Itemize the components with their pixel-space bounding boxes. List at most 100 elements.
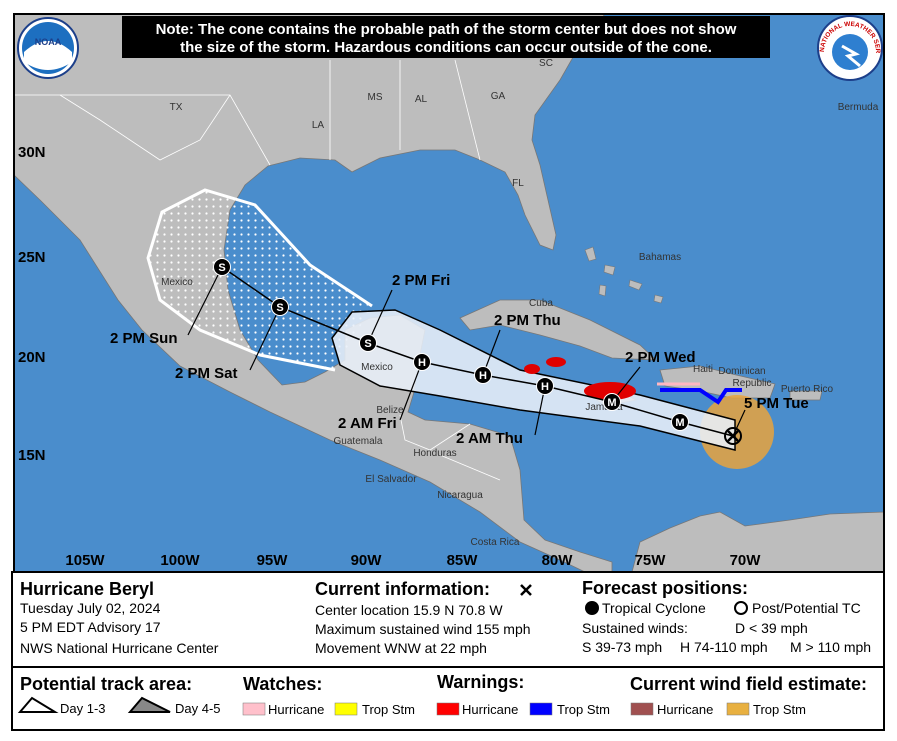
place-label: LA bbox=[312, 120, 325, 131]
place-label: Costa Rica bbox=[471, 537, 520, 548]
day45-icon bbox=[127, 696, 171, 713]
watch-trop: Trop Stm bbox=[362, 702, 415, 717]
place-label: Bermuda bbox=[838, 102, 879, 113]
puerto-rico bbox=[789, 390, 823, 401]
warning-trop: Trop Stm bbox=[557, 702, 610, 717]
place-label: Honduras bbox=[413, 448, 456, 459]
place-label: Dominican bbox=[718, 366, 765, 377]
south-america bbox=[631, 511, 884, 572]
current-movement: Movement WNW at 22 mph bbox=[315, 640, 487, 656]
place-label: GA bbox=[491, 91, 506, 102]
place-label: Cuba bbox=[529, 298, 553, 309]
tc-icon bbox=[585, 601, 599, 615]
place-label: Bahamas bbox=[639, 252, 681, 263]
forecast-label: 2 PM Wed bbox=[625, 349, 696, 366]
wind-field-title: Current wind field estimate: bbox=[630, 674, 867, 694]
legend-swatches bbox=[242, 702, 750, 716]
forecast-point bbox=[603, 393, 621, 411]
warning-hurricane: Hurricane bbox=[462, 702, 518, 717]
place-label: Nicaragua bbox=[437, 490, 483, 501]
note-text: Note: The cone contains the probable pat… bbox=[156, 21, 737, 38]
borders bbox=[14, 59, 501, 481]
place-label: FL bbox=[512, 178, 524, 189]
current-position bbox=[724, 427, 742, 445]
lon-label: 105W bbox=[65, 552, 105, 569]
forecast-s: S 39-73 mph bbox=[582, 639, 662, 655]
place-label: Mexico bbox=[361, 362, 393, 373]
nws-logo bbox=[817, 15, 883, 81]
hurricane-warning bbox=[524, 357, 636, 400]
place-label: Guatemala bbox=[334, 436, 383, 447]
lat-label: 30N bbox=[18, 144, 46, 161]
lon-label: 70W bbox=[730, 552, 762, 569]
point-code: M bbox=[607, 397, 616, 409]
lon-label: 75W bbox=[635, 552, 667, 569]
noaa-text: NOAA bbox=[35, 37, 62, 47]
watch-hurricane: Hurricane bbox=[268, 702, 324, 717]
point-code: H bbox=[541, 381, 549, 393]
forecast-tc: Tropical Cyclone bbox=[602, 600, 706, 616]
legend-frame bbox=[11, 571, 885, 731]
track-day13: Day 1-3 bbox=[60, 701, 106, 716]
point-code: S bbox=[218, 262, 225, 274]
hispaniola bbox=[659, 365, 776, 399]
storm-advisory: 5 PM EDT Advisory 17 bbox=[20, 619, 161, 635]
forecast-label: 2 PM Sat bbox=[175, 365, 238, 382]
current-wind: Maximum sustained wind 155 mph bbox=[315, 621, 531, 637]
forecast-point bbox=[413, 353, 431, 371]
place-label: SC bbox=[539, 58, 553, 69]
forecast-post: Post/Potential TC bbox=[752, 600, 861, 616]
forecast-label: 2 PM Sun bbox=[110, 330, 178, 347]
forecast-label: 2 AM Fri bbox=[338, 415, 397, 432]
forecast-point bbox=[213, 258, 231, 276]
place-label: TX bbox=[170, 102, 183, 113]
forecast-label: 2 AM Thu bbox=[456, 430, 523, 447]
place-label: Haiti bbox=[693, 364, 713, 375]
forecast-d: D < 39 mph bbox=[735, 620, 808, 636]
forecast-point bbox=[536, 377, 554, 395]
post-tc-icon bbox=[734, 601, 748, 615]
wind-trop: Trop Stm bbox=[753, 702, 806, 717]
place-label: MS bbox=[368, 92, 383, 103]
forecast-winds: Sustained winds: bbox=[582, 620, 688, 636]
current-title: Current information: bbox=[315, 579, 490, 599]
forecast-label: 2 PM Fri bbox=[392, 272, 450, 289]
forecast-point bbox=[671, 413, 689, 431]
point-code: M bbox=[675, 417, 684, 429]
lon-label: 100W bbox=[160, 552, 200, 569]
track-day45: Day 4-5 bbox=[175, 701, 221, 716]
storm-name: Hurricane Beryl bbox=[20, 579, 154, 599]
lon-label: 80W bbox=[542, 552, 574, 569]
forecast-label: 2 PM Thu bbox=[494, 312, 561, 329]
storm-source: NWS National Hurricane Center bbox=[20, 640, 219, 656]
forecast-point bbox=[359, 334, 377, 352]
current-location: Center location 15.9 N 70.8 W bbox=[315, 602, 503, 618]
lat-label: 25N bbox=[18, 249, 46, 266]
point-code: S bbox=[276, 302, 283, 314]
cone-day-1-3 bbox=[331, 309, 736, 451]
forecast-h: H 74-110 mph bbox=[680, 639, 768, 655]
place-label: Republic bbox=[733, 378, 772, 389]
note-text: the size of the storm. Hazardous conditi… bbox=[180, 39, 712, 56]
place-label: El Salvador bbox=[365, 474, 417, 485]
track-area-title: Potential track area: bbox=[20, 674, 192, 694]
place-label: AL bbox=[415, 94, 428, 105]
lat-label: 15N bbox=[18, 447, 46, 464]
watches-title: Watches: bbox=[243, 674, 322, 694]
place-label: Puerto Rico bbox=[781, 384, 834, 395]
lon-label: 85W bbox=[447, 552, 479, 569]
current-x-icon bbox=[520, 584, 532, 596]
place-label: Mexico bbox=[161, 277, 193, 288]
place-label: Jamaica bbox=[585, 402, 623, 413]
point-code: H bbox=[418, 357, 426, 369]
lat-label: 20N bbox=[18, 349, 46, 366]
point-code: S bbox=[364, 338, 371, 350]
storm-date: Tuesday July 02, 2024 bbox=[20, 600, 161, 616]
cuba bbox=[459, 299, 658, 361]
forecast-title: Forecast positions: bbox=[582, 578, 748, 598]
forecast-point bbox=[474, 366, 492, 384]
forecast-label: 5 PM Tue bbox=[744, 395, 809, 412]
cone-day-4-5 bbox=[146, 188, 373, 372]
